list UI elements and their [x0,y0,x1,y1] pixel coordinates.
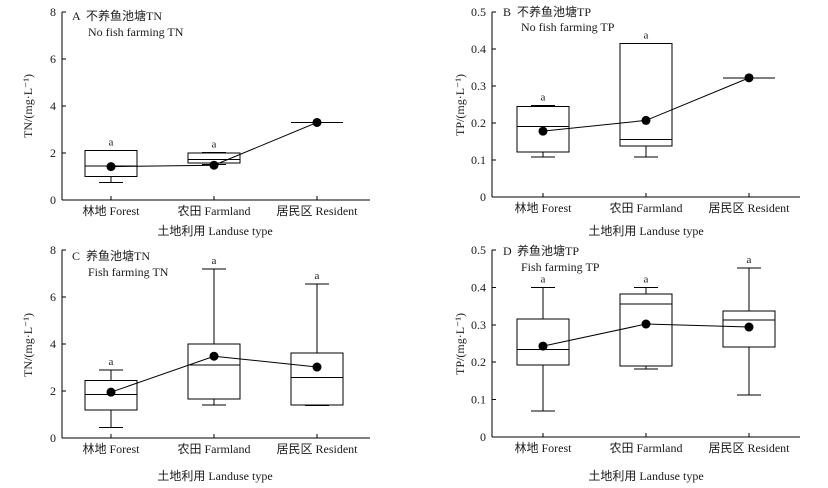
panel-b-plot-area: 0 0.1 0.2 0.3 0.4 0.5 林地 Forest 农田 Farmland 居民区 … [471,5,800,215]
y-tick-label: 6 [50,290,56,304]
panel-title: 不养鱼池塘TP [517,4,591,19]
panel-subtitle: No fish farming TP [521,20,615,34]
mean-marker [106,162,116,172]
significance-letter: a [212,139,217,151]
panel-c-plot-area: 0 2 4 6 8 林地 Forest 农田 Farmland 居民区 Resident a a a [50,243,370,456]
mean-marker [744,73,754,83]
panel-a-plot-area: 0 2 4 6 8 林地 Forest 农田 Farmland 居民区 Resident a a [50,5,370,218]
y-tick-label: 2 [50,384,56,398]
panel-label: D [503,244,512,258]
y-tick-label: 0.5 [471,243,486,257]
x-axis-title: 土地利用 Landuse type [588,469,703,483]
x-tick-label: 农田 Farmland [178,204,251,218]
mean-marker [538,126,548,136]
panel-label: C [72,249,80,263]
y-tick-label: 0 [480,430,486,444]
panel-label: B [503,5,511,19]
x-tick-label: 农田 Farmland [178,442,251,456]
mean-marker [744,322,754,332]
y-tick-label: 0.3 [471,318,486,332]
mean-marker [312,117,322,127]
x-tick-label: 居民区 Resident [277,442,359,456]
y-tick-label: 4 [50,99,56,113]
y-tick-label: 0.2 [471,116,486,130]
x-tick-label: 居民区 Resident [709,201,791,215]
x-axis-title: 土地利用 Landuse type [588,224,703,238]
y-tick-label: 8 [50,243,56,257]
panel-subtitle: No fish farming TN [88,25,184,39]
y-tick-label: 0 [50,431,56,445]
box-iqr [619,293,673,367]
x-axis-title: 土地利用 Landuse type [157,224,272,238]
mean-marker [312,362,322,372]
significance-letter: a [644,29,649,41]
x-tick-label: 林地 Forest [514,441,572,455]
mean-marker [641,319,651,329]
panel-d: D 养鱼池塘TP Fish farming TP TP/(mg·L⁻¹) 土地利… [453,243,800,483]
panel-title: 不养鱼池塘TN [86,8,162,23]
y-tick-label: 0.5 [471,5,486,19]
mean-marker [209,160,219,170]
y-axis-title: TP/(mg·L⁻¹) [453,74,467,136]
y-tick-label: 0 [480,190,486,204]
panel-a: A 不养鱼池塘TN No fish farming TN TN/(mg·L⁻¹)… [21,5,370,238]
y-axis-title: TN/(mg·L⁻¹) [21,313,35,377]
x-tick-label: 居民区 Resident [277,204,359,218]
panel-label: A [72,9,81,23]
significance-letter: a [644,273,649,285]
y-tick-label: 0.2 [471,355,486,369]
x-tick-label: 农田 Farmland [610,201,683,215]
y-tick-label: 2 [50,146,56,160]
panel-title: 养鱼池塘TN [86,248,150,263]
x-tick-label: 林地 Forest [82,442,140,456]
box-iqr [290,352,344,406]
y-tick-label: 0.4 [471,280,486,294]
panel-c: C 养鱼池塘TN Fish farming TN TN/(mg·L⁻¹) 土地利… [21,243,370,483]
panel-d-plot-area: 0 0.1 0.2 0.3 0.4 0.5 林地 Forest 农田 Farmland 居民区 … [471,243,800,455]
y-tick-label: 8 [50,5,56,19]
significance-letter: a [109,356,114,368]
mean-marker [641,115,651,125]
mean-marker [538,341,548,351]
panel-title: 养鱼池塘TP [517,243,579,258]
x-tick-label: 林地 Forest [514,201,572,215]
significance-letter: a [747,254,752,266]
x-tick-label: 林地 Forest [82,204,140,218]
significance-letter: a [109,137,114,149]
panel-subtitle: Fish farming TP [521,260,600,274]
significance-letter: a [212,255,217,267]
y-tick-label: 0.1 [471,393,486,407]
box-iqr [619,42,673,147]
panel-b: B 不养鱼池塘TP No fish farming TP TP/(mg·L⁻¹)… [453,4,800,238]
x-tick-label: 农田 Farmland [610,441,683,455]
y-tick-label: 0.4 [471,42,486,56]
significance-letter: a [315,270,320,282]
mean-marker [106,387,116,397]
y-axis-title: TP/(mg·L⁻¹) [453,313,467,375]
significance-letter: a [541,273,546,285]
x-axis-title: 土地利用 Landuse type [157,469,272,483]
y-tick-label: 6 [50,52,56,66]
y-axis-title: TN/(mg·L⁻¹) [21,74,35,138]
y-tick-label: 4 [50,337,56,351]
panel-subtitle: Fish farming TN [88,265,169,279]
y-tick-label: 0.1 [471,153,486,167]
significance-letter: a [541,92,546,104]
x-tick-label: 居民区 Resident [709,441,791,455]
y-tick-label: 0.3 [471,79,486,93]
mean-marker [209,351,219,361]
y-tick-label: 0 [50,193,56,207]
